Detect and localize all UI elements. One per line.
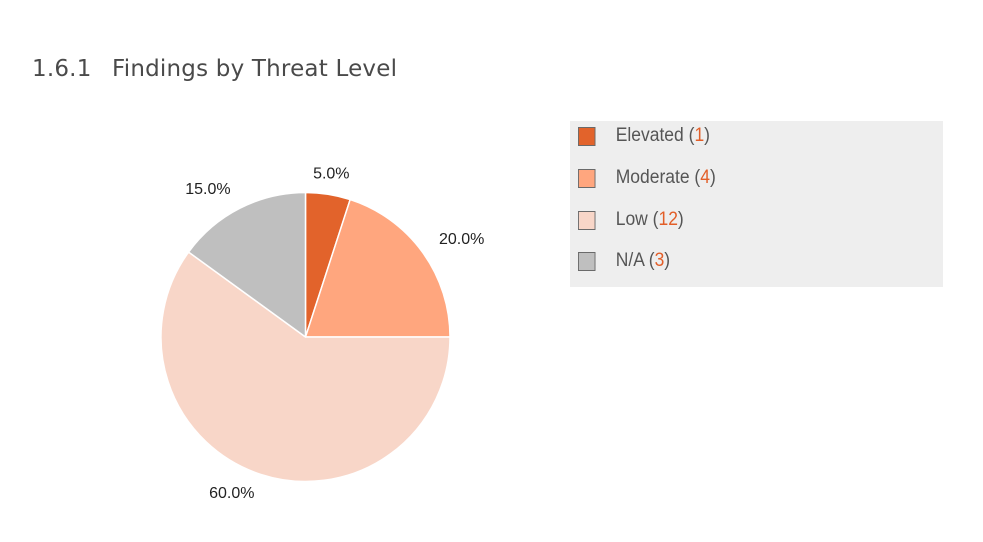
legend-label-moderate: Moderate (4) — [615, 167, 716, 188]
legend: Elevated (1) Moderate (4) Low (12) N/A (… — [570, 121, 943, 287]
legend-count-na: 3 — [654, 250, 665, 271]
legend-count-low: 12 — [658, 209, 678, 230]
pie-slices — [160, 191, 451, 483]
legend-item-low[interactable]: Low (12) — [578, 209, 684, 231]
section-number: 1.6.1 — [32, 56, 92, 82]
pie-label-elevated: 5.0% — [313, 165, 349, 182]
pie-label-moderate: 20.0% — [439, 231, 484, 248]
pie-slice-moderate[interactable] — [304, 198, 451, 338]
legend-swatch-moderate — [578, 168, 596, 188]
legend-swatch-na — [578, 251, 596, 271]
chart-title: Findings by Threat Level — [112, 56, 398, 82]
legend-count-moderate: 4 — [700, 167, 710, 188]
chart-heading: 1.6.1 Findings by Threat Level — [32, 56, 397, 82]
legend-label-low: Low (12) — [615, 209, 684, 230]
legend-count-elevated: 1 — [694, 125, 705, 146]
legend-item-elevated[interactable]: Elevated (1) — [578, 125, 710, 147]
legend-swatch-elevated — [578, 126, 596, 146]
legend-label-elevated: Elevated (1) — [615, 125, 710, 146]
pie-label-n-a: 15.0% — [185, 181, 230, 198]
legend-item-na[interactable]: N/A (3) — [578, 250, 670, 272]
pie-slice-low[interactable] — [160, 251, 451, 483]
pie-slice-n-a[interactable] — [187, 191, 307, 338]
legend-item-moderate[interactable]: Moderate (4) — [578, 167, 716, 189]
pie-percent-labels: 5.0% 20.0% 60.0% 15.0% — [185, 165, 484, 502]
legend-label-na: N/A (3) — [615, 250, 671, 271]
legend-swatch-low — [578, 210, 596, 230]
pie-label-low: 60.0% — [209, 485, 254, 502]
